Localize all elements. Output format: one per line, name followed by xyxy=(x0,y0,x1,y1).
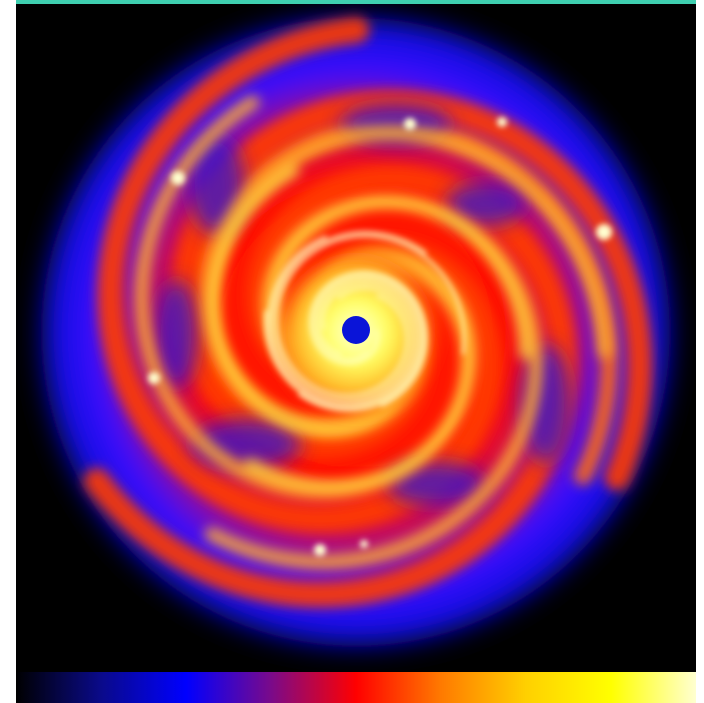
blue-gaps xyxy=(154,104,571,506)
spiral-disk-image xyxy=(21,4,691,667)
top-accent-bar xyxy=(16,0,696,4)
colorbar xyxy=(16,672,696,703)
disk-simulation-panel xyxy=(16,4,696,672)
clumps xyxy=(148,117,612,556)
core-rings xyxy=(264,230,466,412)
central-hole xyxy=(342,316,370,344)
